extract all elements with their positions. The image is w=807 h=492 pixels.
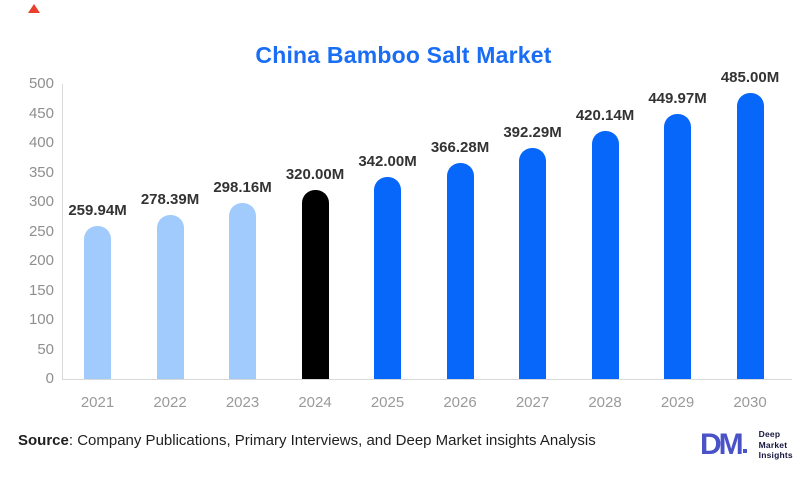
bar-2030 <box>736 92 764 379</box>
bar-value-label: 278.39M <box>140 190 200 208</box>
y-axis-tick-label: 500 <box>28 75 54 92</box>
x-axis-tick-label: 2025 <box>370 394 405 411</box>
y-axis-tick-label: 100 <box>28 311 54 328</box>
bar-2028 <box>591 131 619 379</box>
x-axis-tick-label: 2026 <box>443 394 477 411</box>
logo-line-2: Market <box>758 439 788 450</box>
logo-line-3: Insights <box>758 450 793 460</box>
bar-value-label: 366.28M <box>430 138 490 156</box>
bar-2021 <box>84 225 111 379</box>
bar-value-label: 420.14M <box>575 107 635 125</box>
x-axis-line <box>62 379 792 380</box>
bar-value-label: 259.94M <box>68 201 127 219</box>
bar-value-label: 342.00M <box>358 153 417 171</box>
logo-line-1: Deep <box>758 429 781 439</box>
x-axis-tick-label: 2022 <box>153 394 187 411</box>
source-text: : Company Publications, Primary Intervie… <box>68 432 596 449</box>
bar-2023 <box>229 203 256 379</box>
dm-logo-dot-icon <box>742 448 747 453</box>
y-axis-tick-label: 50 <box>37 340 54 358</box>
y-axis-tick-label: 250 <box>28 222 54 240</box>
y-axis-tick-label: 450 <box>28 104 54 122</box>
bar-2024 <box>301 190 329 379</box>
y-axis-tick-label: 200 <box>28 252 54 269</box>
y-axis-tick-label: 150 <box>28 281 54 299</box>
bar-2029 <box>664 113 691 379</box>
x-axis-tick-label: 2028 <box>588 394 622 411</box>
bar-2022 <box>156 214 184 379</box>
bar-value-label: 449.97M <box>648 89 707 107</box>
x-axis-tick-label: 2029 <box>660 394 695 411</box>
bar-value-label: 392.29M <box>503 123 562 141</box>
deep-market-insights-logo: DM Deep Market Insights <box>700 429 793 461</box>
chart-title: China Bamboo Salt Market <box>255 42 552 68</box>
x-axis-tick-label: 2021 <box>80 394 115 411</box>
x-axis-tick-label: 2027 <box>515 394 550 411</box>
y-axis-tick-label: 350 <box>28 163 54 181</box>
bar-2027 <box>519 147 546 379</box>
x-axis-tick-label: 2024 <box>298 394 332 411</box>
corner-marker-icon <box>28 4 40 13</box>
logo-wordmark: Deep Market Insights <box>759 429 793 461</box>
dm-logo-icon: DM <box>700 429 753 460</box>
source-label: Source <box>18 432 69 449</box>
bar-2026 <box>446 162 474 379</box>
x-axis-tick-label: 2023 <box>225 394 260 411</box>
y-axis-tick-label: 300 <box>28 193 54 210</box>
y-axis-tick-label: 0 <box>45 370 54 387</box>
source-line: Source: Company Publications, Primary In… <box>18 432 596 449</box>
y-axis-line <box>62 84 63 379</box>
x-axis-tick-label: 2030 <box>733 394 767 411</box>
bar-value-label: 320.00M <box>285 166 345 184</box>
bar-2025 <box>374 177 401 379</box>
bar-value-label: 485.00M <box>720 68 780 86</box>
y-axis-tick-label: 400 <box>28 134 54 151</box>
bar-value-label: 298.16M <box>213 179 272 197</box>
